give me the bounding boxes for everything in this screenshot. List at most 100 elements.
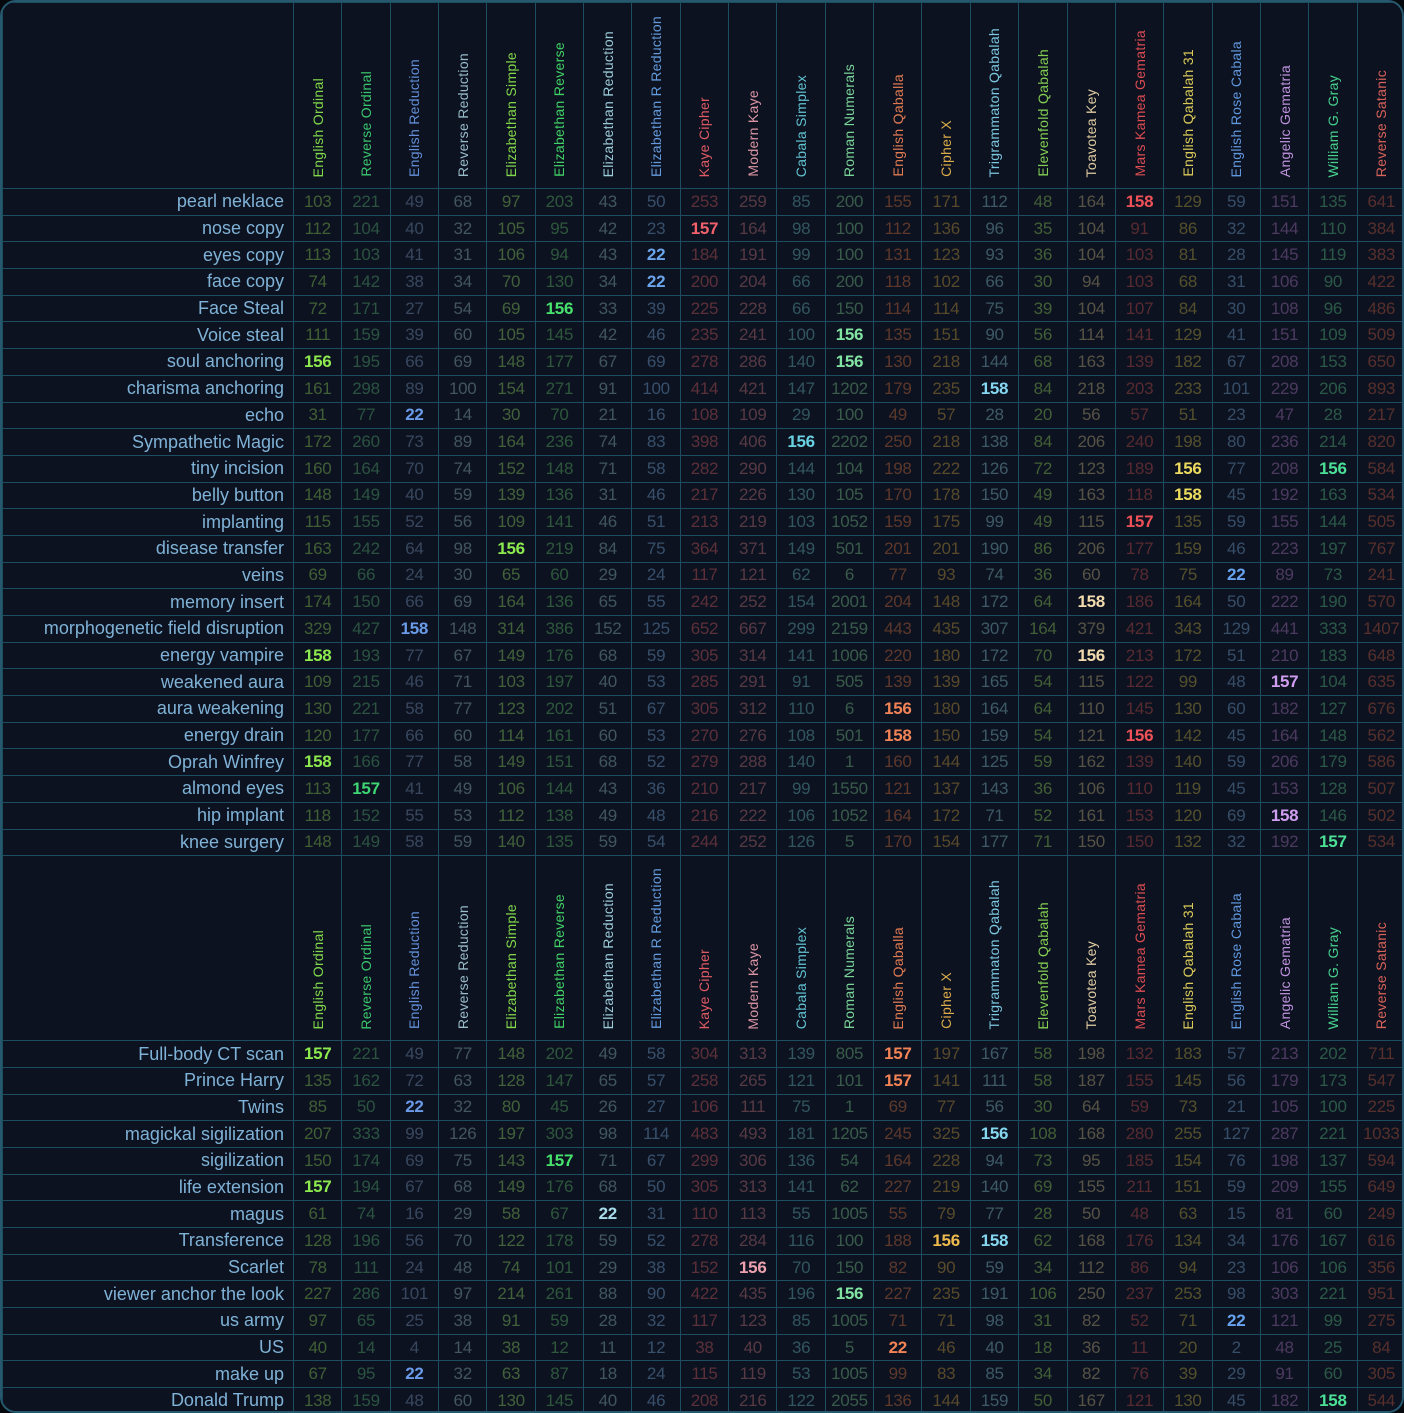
value-cell: 505 <box>824 668 875 697</box>
value-cell: 31 <box>1211 268 1261 296</box>
value-cell: 141 <box>776 641 826 670</box>
value-cell: 62 <box>824 1173 875 1202</box>
value-cell: 99 <box>776 775 826 803</box>
value-cell: 48 <box>1018 188 1068 216</box>
value-cell: 75 <box>631 534 681 563</box>
value-cell: 46 <box>1211 534 1261 563</box>
value-cell: 142 <box>1163 721 1213 750</box>
cipher-header-roman-numerals: Roman Numerals <box>824 855 875 1042</box>
header-spacer <box>2 855 294 1042</box>
value-cell: 40 <box>389 214 440 243</box>
value-cell: 103 <box>776 508 826 536</box>
value-cell: 422 <box>679 1280 730 1309</box>
value-cell: 82 <box>1066 1360 1116 1389</box>
value-cell: 206 <box>1259 748 1310 777</box>
value-cell: 104 <box>341 214 391 243</box>
value-cell: 123 <box>921 241 971 270</box>
value-cell: 148 <box>292 481 343 510</box>
value-cell: 32 <box>438 214 488 243</box>
value-cell: 94 <box>1066 268 1116 296</box>
value-cell: 221 <box>341 188 391 216</box>
value-cell: 278 <box>679 348 730 376</box>
value-cell: 493 <box>728 1120 778 1148</box>
value-cell: 59 <box>1211 1173 1261 1202</box>
cipher-header-toavotea-key: Toavotea Key <box>1066 2 1116 189</box>
value-cell: 52 <box>1114 1307 1165 1335</box>
value-cell: 71 <box>921 1307 971 1335</box>
phrase-row-aura-weakening: aura weakening 130 221 58 77 123 202 51 67 305 312… <box>2 695 1402 723</box>
value-cell: 241 <box>728 321 778 350</box>
value-cell: 364 <box>679 534 730 563</box>
value-cell: 121 <box>1114 1387 1165 1411</box>
value-cell: 112 <box>969 188 1020 216</box>
value-cell: 217 <box>728 775 778 803</box>
value-cell: 60 <box>583 721 633 750</box>
cipher-header-label: Trigrammaton Qabalah <box>986 27 1003 177</box>
cipher-header-label: English Rose Cabala <box>1228 892 1245 1030</box>
value-cell: 72 <box>1018 454 1068 483</box>
value-cell: 151 <box>1163 1173 1213 1202</box>
value-cell: 40 <box>969 1333 1020 1362</box>
value-cell: 156 <box>824 321 875 350</box>
cipher-header-roman-numerals: Roman Numerals <box>824 2 875 189</box>
value-cell: 150 <box>824 294 875 323</box>
value-cell: 66 <box>389 348 440 376</box>
phrase-label: disease transfer <box>2 534 294 563</box>
value-cell: 144 <box>1308 508 1358 536</box>
value-cell: 157 <box>1114 508 1165 536</box>
value-cell: 100 <box>824 1227 875 1255</box>
value-cell: 421 <box>728 374 778 403</box>
value-cell: 217 <box>679 481 730 510</box>
value-cell: 216 <box>679 801 730 830</box>
value-cell: 298 <box>341 374 391 403</box>
value-cell: 153 <box>1308 348 1358 376</box>
value-cell: 130 <box>486 1387 536 1411</box>
value-cell: 356 <box>1356 1253 1402 1282</box>
value-cell: 586 <box>1356 748 1402 777</box>
cipher-header-label: English Qaballa <box>889 74 906 177</box>
value-cell: 34 <box>583 268 633 296</box>
value-cell: 307 <box>969 615 1020 643</box>
phrase-row-scarlet: Scarlet 78 111 24 48 74 101 29 38 152 156 70 150 82 90… <box>2 1253 1402 1282</box>
phrase-row-pearl-neklace: pearl neklace 103 221 49 68 97 203 43 50 253 259 85… <box>2 188 1402 216</box>
value-cell: 64 <box>1018 588 1068 616</box>
value-cell: 313 <box>728 1040 778 1068</box>
value-cell: 68 <box>583 641 633 670</box>
value-cell: 421 <box>1114 615 1165 643</box>
value-cell: 59 <box>534 1307 585 1335</box>
cipher-header-row: English Ordinal Reverse Ordinal English Re… <box>2 855 1402 1042</box>
value-cell: 32 <box>438 1093 488 1122</box>
value-cell: 139 <box>921 668 971 697</box>
value-cell: 68 <box>1163 268 1213 296</box>
value-cell: 144 <box>969 348 1020 376</box>
value-cell: 5 <box>824 828 875 857</box>
value-cell: 111 <box>292 321 343 350</box>
value-cell: 136 <box>873 1387 923 1411</box>
value-cell: 99 <box>776 241 826 270</box>
value-cell: 119 <box>1163 775 1213 803</box>
value-cell: 89 <box>1259 561 1310 590</box>
value-cell: 441 <box>1259 615 1310 643</box>
value-cell: 138 <box>292 1387 343 1411</box>
value-cell: 114 <box>631 1120 681 1148</box>
value-cell: 63 <box>438 1066 488 1095</box>
value-cell: 101 <box>1211 374 1261 403</box>
phrase-label: charisma anchoring <box>2 374 294 403</box>
value-cell: 286 <box>341 1280 391 1309</box>
value-cell: 153 <box>1114 801 1165 830</box>
value-cell: 114 <box>486 721 536 750</box>
cipher-header-label: Elizabethan Reduction <box>599 30 616 177</box>
value-cell: 94 <box>1163 1253 1213 1282</box>
value-cell: 110 <box>776 695 826 723</box>
cipher-header-label: Cipher X <box>938 972 955 1030</box>
value-cell: 109 <box>292 668 343 697</box>
value-cell: 106 <box>776 801 826 830</box>
value-cell: 250 <box>1066 1280 1116 1309</box>
value-cell: 75 <box>776 1093 826 1122</box>
value-cell: 76 <box>1211 1146 1261 1175</box>
value-cell: 59 <box>1211 748 1261 777</box>
value-cell: 155 <box>1114 1066 1165 1095</box>
value-cell: 118 <box>1114 481 1165 510</box>
value-cell: 179 <box>873 374 923 403</box>
value-cell: 240 <box>1114 428 1165 456</box>
